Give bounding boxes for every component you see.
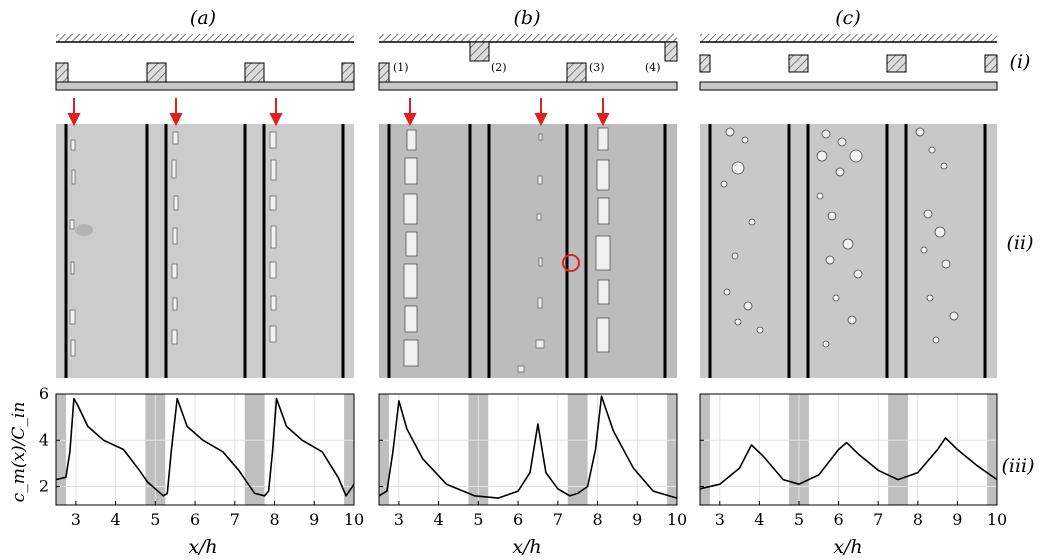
y-tick-label: 4 — [39, 430, 49, 449]
x-tick-label: 6 — [190, 510, 200, 529]
plot-c: 3 4 5 6 7 8 9 10 — [700, 394, 1007, 529]
photo-c — [700, 124, 997, 378]
block-label-1: (1) — [393, 61, 409, 74]
panel-label-b: (b) — [514, 7, 541, 29]
x-tick-label: 9 — [952, 510, 962, 529]
arrow-marker — [536, 98, 546, 124]
roughness-block — [147, 63, 166, 82]
schematic-bottom-wall — [700, 82, 997, 90]
schematic-top-wall — [379, 34, 677, 42]
x-tick-label: 6 — [834, 510, 844, 529]
x-tick-label: 3 — [715, 510, 725, 529]
row-label-ii: (ii) — [1007, 232, 1034, 254]
block-label-2: (2) — [491, 61, 507, 74]
roughness-block — [700, 55, 710, 72]
plot-b: 3 4 5 6 7 8 9 10 — [379, 394, 687, 529]
x-tick-label: 7 — [873, 510, 883, 529]
arrow-marker — [171, 98, 181, 124]
x-tick-label: 8 — [592, 510, 602, 529]
photo-background — [379, 124, 677, 378]
y-tick-label: 6 — [39, 384, 49, 403]
rib-shade — [888, 394, 908, 505]
schematic-a — [56, 34, 354, 90]
x-tick-label: 7 — [230, 510, 240, 529]
x-tick-label: 4 — [434, 510, 444, 529]
rib-shade — [667, 394, 677, 505]
arrow-marker — [271, 98, 281, 124]
x-tick-label: 4 — [111, 510, 121, 529]
y-tick-label: 2 — [39, 477, 49, 496]
schematic-top-wall — [56, 34, 354, 42]
plot-frame — [379, 394, 677, 505]
concentration-curve — [379, 396, 677, 498]
deposit-streak — [596, 128, 610, 352]
x-tick-label: 10 — [667, 510, 687, 529]
x-tick-label: 4 — [754, 510, 764, 529]
x-tick-label: 5 — [473, 510, 483, 529]
roughness-block — [567, 63, 586, 82]
concentration-curve — [56, 399, 354, 496]
x-tick-label: 3 — [71, 510, 81, 529]
x-axis-label-b: x/h — [512, 536, 541, 558]
roughness-block — [245, 63, 264, 82]
plot-frame — [56, 394, 354, 505]
x-tick-label: 10 — [987, 510, 1007, 529]
x-tick-label: 8 — [913, 510, 923, 529]
deposit-streak — [404, 130, 418, 366]
block-label-4: (4) — [645, 61, 661, 74]
roughness-block — [789, 55, 808, 72]
plot-frame — [700, 394, 997, 505]
x-tick-label: 9 — [632, 510, 642, 529]
y-axis-label: c_m(x)/C_in — [9, 402, 29, 503]
schematic-b: (1) (2) (3) (4) — [379, 34, 677, 90]
x-tick-label: 10 — [344, 510, 364, 529]
panel-label-a: (a) — [190, 7, 216, 29]
block-label-3: (3) — [589, 61, 605, 74]
rib-shade — [987, 394, 997, 505]
roughness-block — [887, 55, 906, 72]
rib-shade — [245, 394, 265, 505]
roughness-block — [985, 55, 997, 72]
red-arrows — [69, 98, 608, 124]
arrow-marker — [405, 98, 415, 124]
x-tick-label: 6 — [513, 510, 523, 529]
photo-a — [56, 124, 354, 378]
schematic-c — [700, 34, 997, 90]
x-tick-label: 5 — [794, 510, 804, 529]
x-tick-label: 8 — [269, 510, 279, 529]
schematic-bottom-wall — [379, 82, 677, 90]
x-tick-label: 5 — [150, 510, 160, 529]
x-tick-label: 9 — [309, 510, 319, 529]
roughness-block — [379, 63, 389, 82]
arrow-marker — [598, 98, 608, 124]
photo-background — [700, 124, 997, 378]
roughness-block — [56, 63, 68, 82]
rib-shade — [56, 394, 66, 505]
roughness-block — [665, 42, 677, 61]
roughness-block — [470, 42, 489, 61]
row-label-iii: (iii) — [1001, 455, 1034, 477]
rib-shade — [344, 394, 354, 505]
schematic-top-wall — [700, 34, 997, 42]
row-label-i: (i) — [1010, 51, 1031, 73]
concentration-curve — [700, 438, 997, 489]
x-axis-label-a: x/h — [188, 536, 217, 558]
photo-b — [379, 124, 677, 378]
x-axis-label-c: x/h — [833, 536, 862, 558]
panel-label-c: (c) — [835, 7, 860, 29]
schematic-bottom-wall — [56, 82, 354, 90]
x-tick-label: 7 — [553, 510, 563, 529]
plot-a: 3 4 5 6 7 8 9 10 2 4 6 — [39, 384, 364, 529]
x-tick-label: 3 — [394, 510, 404, 529]
arrow-marker — [69, 98, 79, 124]
roughness-block — [342, 63, 354, 82]
